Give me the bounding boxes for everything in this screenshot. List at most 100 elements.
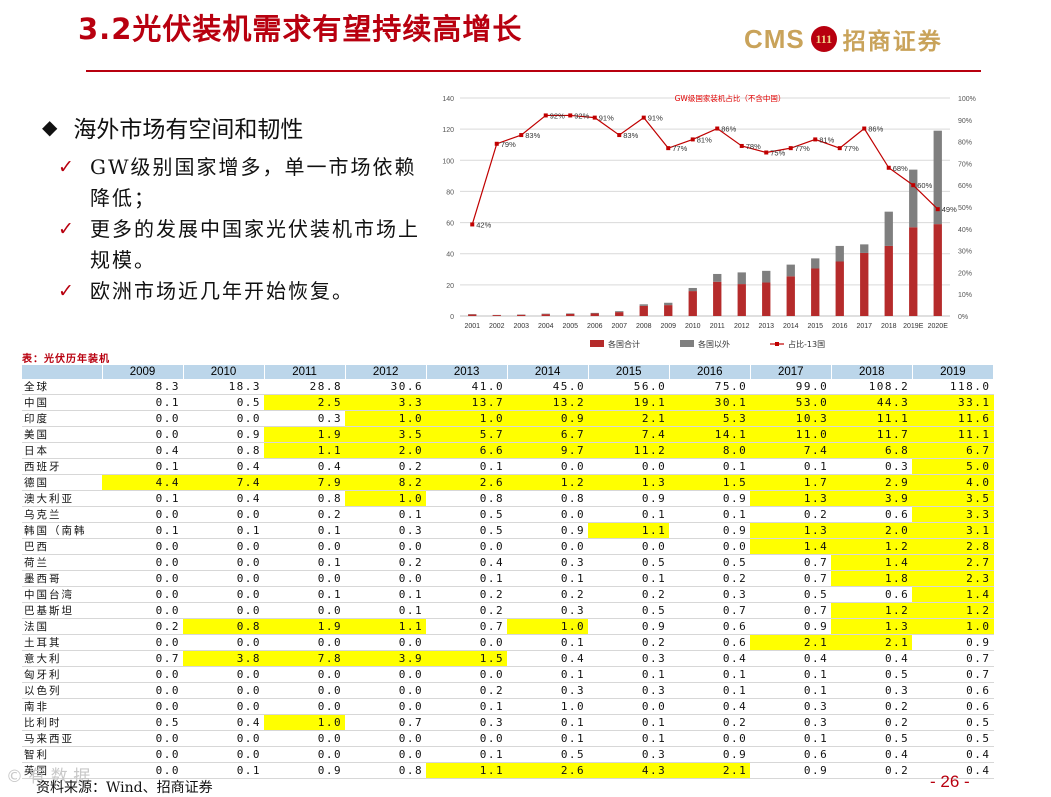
- table-cell: 8.3: [102, 379, 184, 395]
- bar-各国合计: [468, 314, 477, 316]
- table-cell: 0.1: [750, 730, 832, 747]
- bar-各国合计: [860, 252, 869, 316]
- table-row-label: 中国: [22, 394, 102, 411]
- table-cell: 0.0: [264, 570, 346, 587]
- legend-label: 占比-13国: [788, 339, 825, 349]
- table-cell: 0.0: [588, 538, 670, 555]
- table-row: 英国 0.0 0.1 0.9 0.8 1.1 2.6 4.3 2.1 0.9 0.2 0.4: [22, 762, 994, 779]
- table-cell: 6.7: [912, 442, 994, 459]
- table-cell: 0.0: [264, 682, 346, 699]
- bar-各国以外: [860, 244, 869, 253]
- table-row: 比利时 0.5 0.4 1.0 0.7 0.3 0.1 0.1 0.2 0.3 0.2 0.5: [22, 714, 994, 731]
- table-cell: 9.7: [507, 442, 589, 459]
- share-point: [813, 137, 818, 142]
- table-cell: 5.7: [426, 426, 508, 443]
- bar-各国以外: [811, 258, 820, 269]
- point-label: 81%: [697, 135, 712, 144]
- table-header-cell: 2010: [183, 365, 265, 379]
- table-cell: 0.8: [183, 618, 265, 635]
- point-label: 92%: [574, 111, 589, 120]
- table-cell: 2.6: [507, 762, 589, 779]
- table-cell: 0.0: [183, 634, 265, 651]
- table-cell: 0.0: [183, 682, 265, 699]
- x-tick-label: 2005: [562, 323, 578, 330]
- table-cell: 0.2: [669, 570, 751, 587]
- table-cell: 0.1: [750, 458, 832, 475]
- table-cell: 0.4: [507, 650, 589, 667]
- table-cell: 0.3: [345, 522, 427, 539]
- table-row: 韩国（南韩 0.1 0.1 0.1 0.3 0.5 0.9 1.1 0.9 1.3 2.0 3.1: [22, 522, 994, 539]
- table-cell: 0.4: [183, 714, 265, 731]
- watermark: © 有 数 据: [6, 767, 91, 787]
- table-row-label: 西班牙: [22, 458, 102, 475]
- table-cell: 0.0: [264, 634, 346, 651]
- table-row-label: 墨西哥: [22, 570, 102, 587]
- x-tick-label: 2016: [832, 323, 848, 330]
- table-cell: 0.4: [669, 650, 751, 667]
- share-point: [568, 113, 573, 118]
- table-cell: 3.9: [345, 650, 427, 667]
- y2-tick-label: 0%: [958, 314, 968, 321]
- checkmark-icon: ✓: [58, 156, 74, 178]
- table-cell: 2.1: [750, 634, 832, 651]
- table-cell: 0.1: [507, 634, 589, 651]
- bar-各国合计: [615, 312, 624, 316]
- table-cell: 0.7: [912, 650, 994, 667]
- table-cell: 0.1: [588, 730, 670, 747]
- table-cell: 1.3: [750, 522, 832, 539]
- table-cell: 0.8: [264, 490, 346, 507]
- share-line: [471, 114, 939, 225]
- table-cell: 0.0: [183, 746, 265, 763]
- y2-tick-label: 80%: [958, 140, 972, 147]
- table-cell: 0.0: [264, 666, 346, 683]
- table-cell: 41.0: [426, 379, 508, 395]
- y-tick-label: 40: [446, 252, 454, 259]
- table-cell: 0.1: [750, 682, 832, 699]
- table-cell: 1.0: [345, 410, 427, 427]
- table-cell: 0.5: [426, 506, 508, 523]
- table-cell: 0.0: [183, 730, 265, 747]
- point-label: 49%: [942, 205, 957, 214]
- table-cell: 7.4: [183, 474, 265, 491]
- table-cell: 0.0: [345, 682, 427, 699]
- table-cell: 0.3: [507, 602, 589, 619]
- table-row-label: 法国: [22, 618, 102, 635]
- table-cell: 0.0: [102, 746, 184, 763]
- table-cell: 0.1: [588, 570, 670, 587]
- table-cell: 0.4: [831, 746, 913, 763]
- table-cell: 0.4: [912, 762, 994, 779]
- bullet-item-text: GW级别国家增多，单一市场依赖降低；: [90, 155, 417, 210]
- table-row: 日本 0.4 0.8 1.1 2.0 6.6 9.7 11.2 8.0 7.4 6.8 6.7: [22, 442, 994, 459]
- table-cell: 1.9: [264, 426, 346, 443]
- diamond-bullet-icon: ◆: [42, 115, 58, 139]
- table-cell: 8.0: [669, 442, 751, 459]
- checkmark-icon: ✓: [58, 218, 74, 240]
- table-cell: 0.1: [264, 586, 346, 603]
- bar-各国以外: [639, 304, 648, 306]
- table-cell: 0.8: [507, 490, 589, 507]
- table-row: 乌克兰 0.0 0.0 0.2 0.1 0.5 0.0 0.1 0.1 0.2 0.6 3.3: [22, 506, 994, 523]
- bar-各国合计: [566, 313, 575, 316]
- table-cell: 0.0: [345, 538, 427, 555]
- share-point: [911, 183, 916, 188]
- table-cell: 0.4: [183, 490, 265, 507]
- bar-各国合计: [688, 291, 697, 316]
- table-cell: 0.0: [183, 410, 265, 427]
- table-cell: 8.2: [345, 474, 427, 491]
- table-cell: 0.2: [669, 714, 751, 731]
- table-row-label: 比利时: [22, 714, 102, 731]
- table-cell: 1.2: [912, 602, 994, 619]
- table-cell: 0.4: [102, 442, 184, 459]
- y-tick-label: 0: [450, 314, 454, 321]
- table-cell: 0.7: [345, 714, 427, 731]
- table-cell: 2.9: [831, 474, 913, 491]
- table-cell: 45.0: [507, 379, 589, 395]
- table-row: 美国 0.0 0.9 1.9 3.5 5.7 6.7 7.4 14.1 11.0 11.7 11.1: [22, 426, 994, 443]
- table-cell: 2.6: [426, 474, 508, 491]
- table-cell: 0.1: [669, 458, 751, 475]
- x-tick-label: 2006: [587, 323, 603, 330]
- table-cell: 0.3: [588, 682, 670, 699]
- table-cell: 0.2: [426, 682, 508, 699]
- legend-label: 各国以外: [698, 339, 730, 349]
- table-cell: 1.0: [426, 410, 508, 427]
